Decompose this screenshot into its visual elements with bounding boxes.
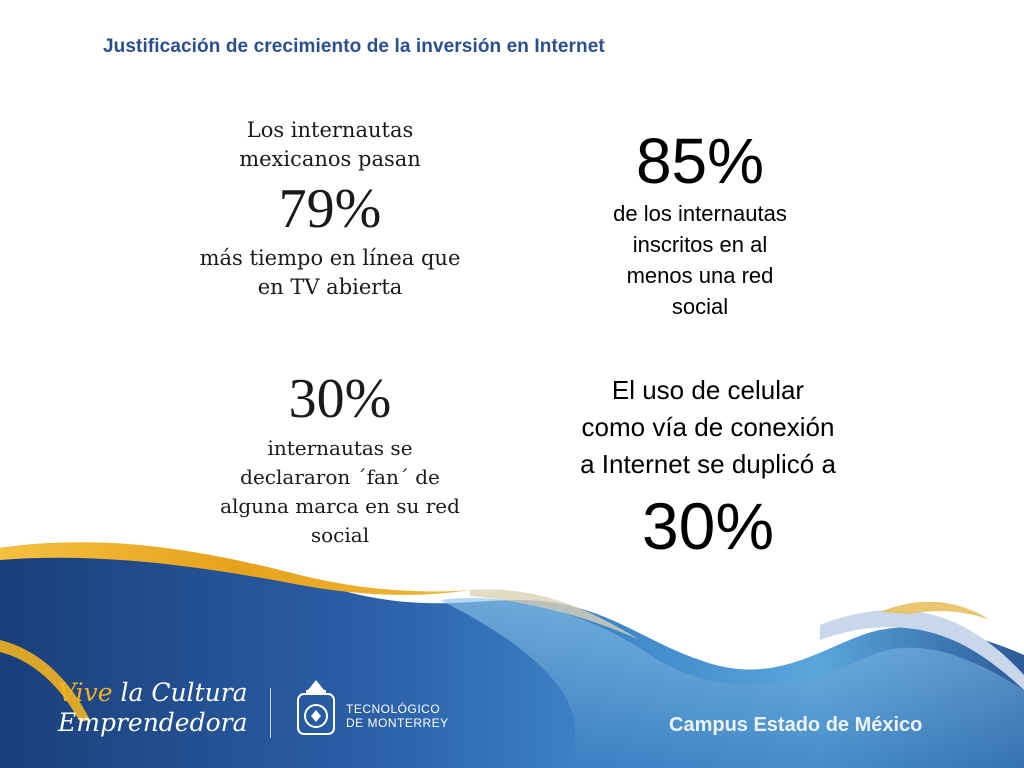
stat-caption-line: menos una red [626, 263, 774, 288]
stat-intro-line: a Internet se duplicó a [580, 449, 836, 479]
institution-line1: TECNOLÓGICO [346, 702, 441, 716]
stat-caption-line: internautas se [267, 436, 413, 460]
slogan-la-cultura: la Cultura [120, 678, 248, 707]
stat-value: 30% [641, 489, 775, 563]
stat-caption-line: alguna marca en su red [220, 494, 460, 518]
stat-value: 30% [288, 368, 392, 430]
stat-caption-line: de los internautas [613, 201, 787, 226]
stat-intro-line: mexicanos pasan [239, 147, 421, 171]
slogan: Vive la Cultura Emprendedora [58, 678, 248, 738]
stat-caption-line: más tiempo en línea que [199, 246, 461, 270]
stat-caption-line: en TV abierta [257, 275, 403, 299]
institution-name: TECNOLÓGICO DE MONTERREY [346, 702, 449, 730]
stat-intro-line: Los internautas [246, 118, 414, 142]
stat-caption-line: social [310, 523, 370, 547]
slogan-vive: Vive [58, 678, 113, 707]
stat-card-30-mobile: El uso de celular como vía de conexión a… [548, 372, 868, 569]
institution-line2: DE MONTERREY [346, 716, 449, 730]
stat-intro-line: El uso de celular [611, 375, 805, 405]
stat-intro-line: como vía de conexión [581, 412, 835, 442]
slide-title: Justificación de crecimiento de la inver… [103, 36, 605, 57]
stat-value: 79% [278, 178, 382, 240]
stat-caption-line: declararon ´fan´ de [240, 465, 440, 489]
footer-divider [270, 688, 271, 738]
stat-card-30-fans: 30% internautas se declararon ´fan´ de a… [205, 364, 475, 550]
stat-caption-line: inscritos en al [632, 232, 768, 257]
tec-crest-icon [297, 680, 335, 735]
slogan-emprendedora: Emprendedora [58, 708, 248, 737]
stat-card-79: Los internautas mexicanos pasan 79% más … [185, 116, 475, 302]
stat-value: 85% [635, 125, 765, 197]
campus-label: Campus Estado de México [669, 714, 923, 736]
stat-card-85: 85% de los internautas inscritos en al m… [560, 124, 840, 322]
stat-caption-line: social [671, 294, 729, 319]
